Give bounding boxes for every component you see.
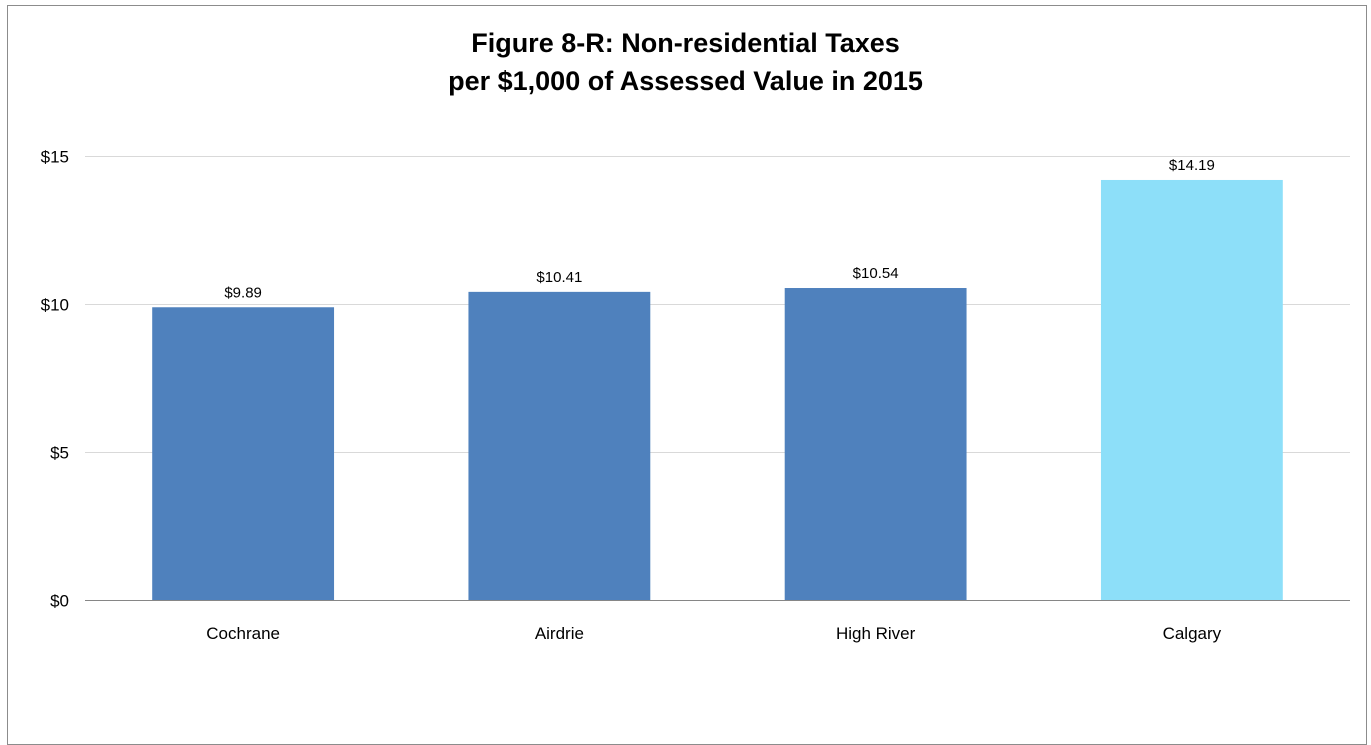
x-tick-label: Calgary xyxy=(1163,624,1222,643)
data-label: $9.89 xyxy=(224,284,262,301)
data-label: $10.54 xyxy=(853,265,899,282)
x-tick-label: High River xyxy=(836,624,916,643)
labels: $0 $5 $10 $15 $9.89 Cochrane $10.41 Airdrie $10.… xyxy=(41,148,1222,644)
x-tick-label: Cochrane xyxy=(206,624,280,643)
chart-title-line-1: Figure 8-R: Non-residential Taxes xyxy=(471,28,900,58)
x-tick-label: Airdrie xyxy=(535,624,584,643)
y-tick-label: $15 xyxy=(41,148,69,167)
y-tick-label: $10 xyxy=(41,296,69,315)
bar xyxy=(152,307,335,600)
data-label: $10.41 xyxy=(536,269,582,286)
bar xyxy=(784,288,967,600)
chart-title-line-2: per $1,000 of Assessed Value in 2015 xyxy=(448,66,923,96)
y-tick-label: $5 xyxy=(50,444,69,463)
chart-title: Figure 8-R: Non-residential Taxes per $1… xyxy=(0,24,1371,100)
data-label: $14.19 xyxy=(1169,157,1215,174)
bar xyxy=(1100,179,1283,600)
bar xyxy=(468,291,651,600)
y-tick-label: $0 xyxy=(50,592,69,611)
bars xyxy=(152,179,1283,600)
